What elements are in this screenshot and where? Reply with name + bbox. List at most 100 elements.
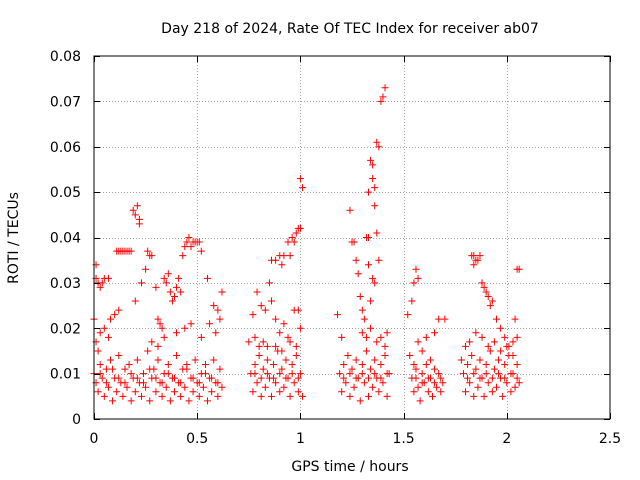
- data-point: [183, 365, 191, 373]
- data-point: [257, 392, 265, 400]
- data-point: [284, 333, 292, 341]
- data-point: [484, 379, 492, 387]
- data-point: [383, 329, 391, 337]
- data-point: [365, 188, 373, 196]
- data-point: [261, 306, 269, 314]
- data-point: [497, 347, 505, 355]
- data-point: [104, 333, 112, 341]
- data-point: [284, 238, 292, 246]
- data-point: [259, 365, 267, 373]
- data-point: [131, 297, 139, 305]
- data-point: [375, 143, 383, 151]
- data-point: [268, 392, 276, 400]
- data-point: [377, 361, 385, 369]
- data-point: [255, 351, 263, 359]
- data-point: [371, 279, 379, 287]
- data-point: [121, 379, 129, 387]
- data-point: [358, 370, 366, 378]
- data-point: [197, 247, 205, 255]
- data-point: [495, 356, 503, 364]
- data-point: [142, 383, 150, 391]
- data-point: [185, 234, 193, 241]
- data-point: [137, 279, 145, 287]
- data-point: [204, 274, 212, 282]
- data-point: [404, 311, 412, 319]
- data-point: [369, 383, 377, 391]
- data-point: [249, 388, 257, 396]
- data-point: [369, 274, 377, 282]
- data-point: [360, 315, 368, 323]
- data-point: [146, 397, 154, 405]
- data-point: [435, 370, 443, 378]
- data-point: [431, 365, 439, 373]
- data-point: [476, 374, 484, 382]
- data-point: [133, 356, 141, 364]
- data-point: [296, 324, 304, 332]
- data-point: [354, 270, 362, 278]
- data-point: [278, 347, 286, 355]
- data-point: [507, 370, 515, 378]
- data-point: [104, 383, 112, 391]
- data-point: [375, 388, 383, 396]
- data-point: [133, 374, 141, 382]
- data-point: [338, 333, 346, 341]
- data-point: [472, 365, 480, 373]
- data-point: [418, 347, 426, 355]
- data-point: [129, 206, 137, 214]
- data-point: [96, 361, 104, 369]
- data-point: [216, 315, 224, 323]
- data-point: [214, 392, 222, 400]
- data-point: [263, 370, 271, 378]
- data-point: [259, 338, 267, 346]
- data-point: [292, 351, 300, 359]
- data-point: [164, 361, 172, 369]
- data-point: [340, 361, 348, 369]
- data-point: [457, 356, 465, 364]
- data-point: [257, 302, 265, 310]
- data-point: [148, 338, 156, 346]
- data-point: [350, 238, 358, 246]
- data-point: [484, 292, 492, 300]
- data-point: [166, 288, 174, 296]
- data-point: [251, 370, 259, 378]
- data-point: [152, 374, 160, 382]
- data-point: [511, 383, 519, 391]
- data-point: [478, 333, 486, 341]
- data-point: [459, 370, 467, 378]
- data-point: [381, 351, 389, 359]
- data-point: [296, 175, 304, 183]
- data-point: [410, 388, 418, 396]
- data-point: [488, 297, 496, 305]
- data-point: [119, 392, 127, 400]
- data-point: [253, 288, 261, 296]
- data-point: [296, 370, 304, 378]
- data-point: [286, 338, 294, 346]
- data-point: [410, 361, 418, 369]
- data-point: [131, 211, 139, 219]
- data-point: [160, 274, 168, 282]
- data-point: [466, 379, 474, 387]
- data-point: [379, 379, 387, 387]
- data-point: [98, 279, 106, 287]
- data-point: [362, 347, 370, 355]
- data-point: [276, 329, 284, 337]
- data-point: [435, 315, 443, 323]
- data-point: [197, 333, 205, 341]
- data-point: [373, 338, 381, 346]
- data-point: [356, 292, 364, 300]
- data-point: [497, 324, 505, 332]
- data-point: [212, 329, 220, 337]
- data-point: [373, 229, 381, 237]
- data-point: [406, 351, 414, 359]
- data-point: [253, 379, 261, 387]
- data-point: [288, 361, 296, 369]
- data-point: [214, 306, 222, 314]
- data-point: [418, 379, 426, 387]
- data-point: [206, 320, 214, 328]
- data-point: [208, 388, 216, 396]
- data-point: [107, 356, 115, 364]
- data-point: [218, 288, 226, 296]
- data-point: [158, 392, 166, 400]
- data-point: [294, 374, 302, 382]
- data-point: [162, 279, 170, 287]
